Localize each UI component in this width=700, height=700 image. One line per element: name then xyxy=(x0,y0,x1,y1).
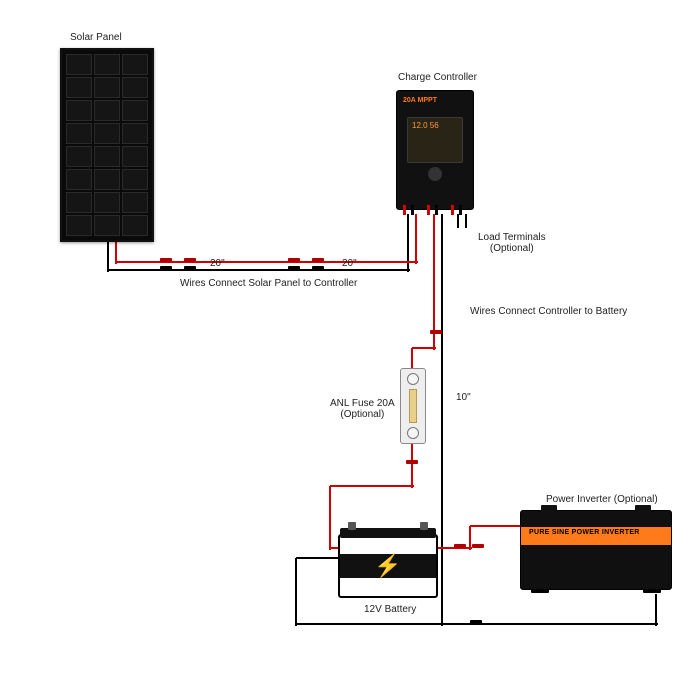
solar-wiring-diagram: 20A MPPT 12.0 56 ⚡ PURE SINE POWER INVERTER… xyxy=(0,0,700,700)
charge-controller-model: 20A MPPT xyxy=(403,97,467,104)
wire-segment xyxy=(465,214,467,228)
wire-connector xyxy=(472,544,484,548)
wire-connector xyxy=(184,258,196,262)
label-len-20a: 20" xyxy=(210,258,225,269)
battery-bolt-icon: ⚡ xyxy=(374,553,401,579)
wire-segment xyxy=(107,240,109,272)
charge-controller-knob xyxy=(428,167,442,181)
wire-segment xyxy=(329,486,331,550)
wire-segment xyxy=(415,214,417,264)
wire-segment xyxy=(108,269,410,271)
wire-segment xyxy=(411,444,413,488)
wire-segment xyxy=(441,214,443,626)
wire-segment xyxy=(470,525,522,527)
label-charge-controller: Charge Controller xyxy=(398,72,477,83)
wire-connector xyxy=(312,266,324,270)
wire-segment xyxy=(469,526,471,550)
wire-connector xyxy=(160,266,172,270)
wire-connector xyxy=(184,266,196,270)
label-battery: 12V Battery xyxy=(364,604,416,615)
label-inverter: Power Inverter (Optional) xyxy=(546,494,658,505)
cc-terminal xyxy=(451,205,454,215)
label-load-terminals: Load Terminals (Optional) xyxy=(478,232,546,254)
cc-terminal xyxy=(403,205,406,215)
cc-terminal xyxy=(427,205,430,215)
wire-connector xyxy=(470,620,482,624)
wire-connector xyxy=(288,258,300,262)
wire-segment xyxy=(655,594,657,626)
label-len-20b: 20" xyxy=(342,258,357,269)
wire-segment xyxy=(330,485,414,487)
wire-segment xyxy=(411,348,413,368)
cc-terminal xyxy=(411,205,414,215)
label-len-10: 10" xyxy=(456,392,471,403)
charge-controller-screen: 12.0 56 xyxy=(407,117,463,163)
label-wires-cc-bat: Wires Connect Controller to Battery xyxy=(470,306,627,317)
cc-terminal xyxy=(459,205,462,215)
anl-fuse xyxy=(400,368,426,444)
wire-segment xyxy=(422,623,658,625)
charge-controller: 20A MPPT 12.0 56 xyxy=(396,90,474,210)
wire-segment xyxy=(407,214,409,272)
wire-connector xyxy=(160,258,172,262)
label-fuse: ANL Fuse 20A (Optional) xyxy=(330,398,395,420)
battery-12v: ⚡ xyxy=(338,534,438,598)
wire-connector xyxy=(454,544,466,548)
power-inverter: PURE SINE POWER INVERTER xyxy=(520,510,672,590)
wire-connector xyxy=(288,266,300,270)
wire-segment xyxy=(295,558,297,626)
wire-connector xyxy=(312,258,324,262)
wire-connector xyxy=(406,460,418,464)
wire-connector xyxy=(430,330,442,334)
wire-segment xyxy=(457,214,459,228)
inverter-band-text: PURE SINE POWER INVERTER xyxy=(529,529,640,536)
wire-segment xyxy=(412,347,436,349)
solar-panel xyxy=(60,48,154,242)
label-solar-panel: Solar Panel xyxy=(70,32,122,43)
cc-terminal xyxy=(435,205,438,215)
label-wires-sp-cc: Wires Connect Solar Panel to Controller xyxy=(180,278,357,289)
